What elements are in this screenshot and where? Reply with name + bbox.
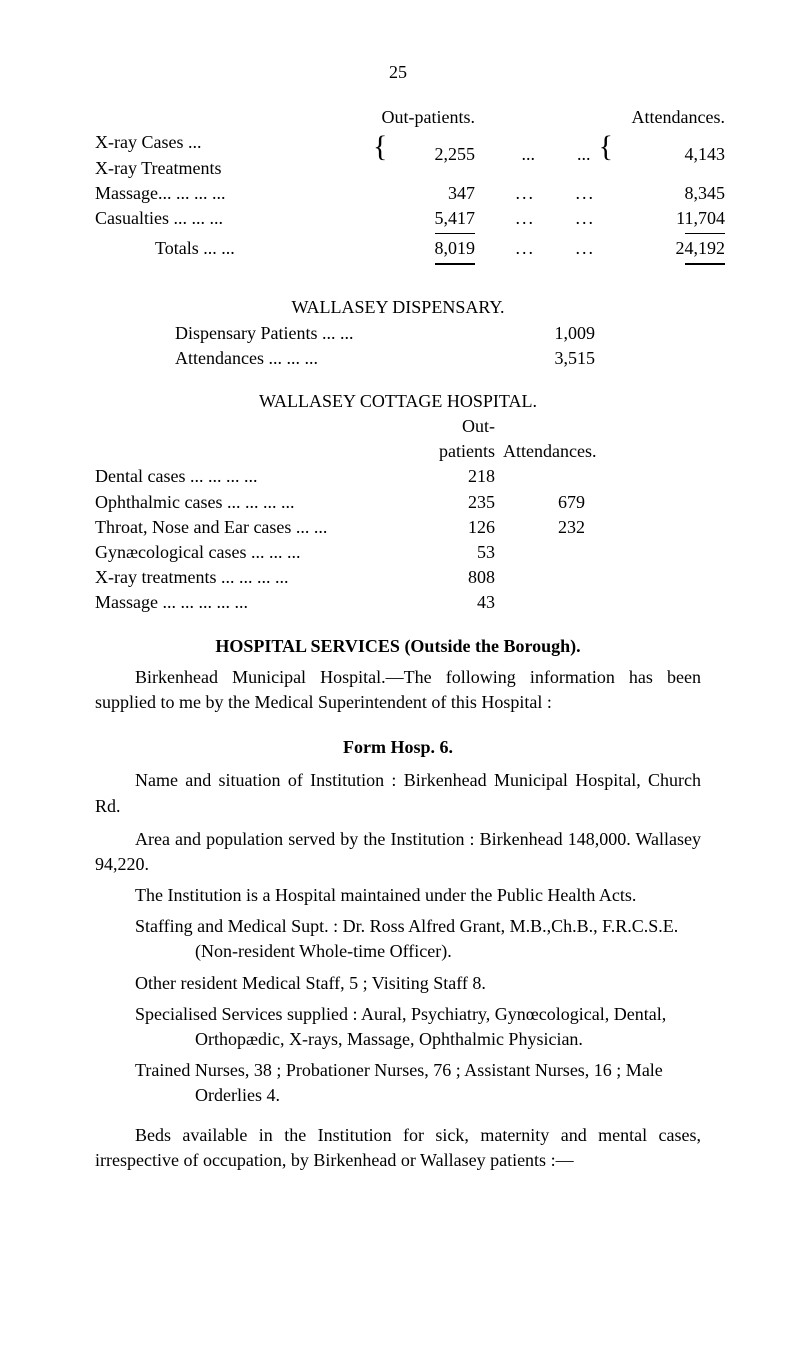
rule-icon xyxy=(435,233,475,234)
form-area-line: Area and population served by the Instit… xyxy=(95,827,701,877)
row-label: Dental cases ... ... ... ... xyxy=(95,464,405,489)
cottage-title: WALLASEY COTTAGE HOSPITAL. xyxy=(95,389,701,414)
dots-cell: ... { xyxy=(535,130,595,155)
row-label: Casualties ... ... ... xyxy=(95,206,355,231)
value-out: 53 xyxy=(405,540,495,565)
rule-icon xyxy=(685,264,725,265)
value-out: 126 xyxy=(405,515,495,540)
value-out: 43 xyxy=(405,590,495,615)
value-att xyxy=(495,464,585,489)
value-outpatients: 5,417 xyxy=(355,206,475,231)
value-out: 808 xyxy=(405,565,495,590)
row-label: X-ray Treatments xyxy=(95,156,355,181)
row-label: Dispensary Patients ... ... xyxy=(175,321,475,346)
col-header-patients: patients xyxy=(405,439,495,464)
top-row-xray-cases: X-ray Cases ... { 2,255 ... ... { 4,143 xyxy=(95,130,701,155)
page: 25 Out-patients. Attendances. X-ray Case… xyxy=(0,0,801,1241)
form-title: Form Hosp. 6. xyxy=(95,735,701,760)
dots-cell: ... xyxy=(535,181,595,206)
top-row-totals: Totals ... ... 8,019 ... ... 24,192 xyxy=(95,236,701,261)
col-header-attendances: Attendances. xyxy=(595,105,725,130)
form-name-line: Name and situation of Institution : Birk… xyxy=(95,768,701,818)
dots-cell: ... xyxy=(475,181,535,206)
row-label: Ophthalmic cases ... ... ... ... xyxy=(95,490,405,515)
row-label: X-ray Cases ... xyxy=(95,130,355,155)
spacer xyxy=(535,105,595,130)
form-other-line: Other resident Medical Staff, 5 ; Visiti… xyxy=(95,971,701,996)
value-outpatients: 8,019 xyxy=(355,236,475,261)
dispensary-row-attendances: Attendances ... ... ... 3,515 xyxy=(175,346,701,371)
cottage-row: Throat, Nose and Ear cases ... ... 126 2… xyxy=(95,515,701,540)
dots-cell: ... xyxy=(535,206,595,231)
cottage-row: Massage ... ... ... ... ... 43 xyxy=(95,590,701,615)
value-out: 235 xyxy=(405,490,495,515)
form-inst-line: The Institution is a Hospital maintained… xyxy=(95,883,701,908)
val: 4,143 xyxy=(685,144,726,164)
form-spec-line: Specialised Services supplied : Aural, P… xyxy=(95,1002,701,1052)
value-att xyxy=(495,540,585,565)
row-label: Totals ... ... xyxy=(95,236,355,261)
value-attendances: 24,192 xyxy=(595,236,725,261)
value: 3,515 xyxy=(475,346,595,371)
value-att: 232 xyxy=(495,515,585,540)
value-att xyxy=(495,565,585,590)
dots-cell: ... xyxy=(535,236,595,261)
dispensary-title: WALLASEY DISPENSARY. xyxy=(95,295,701,320)
page-number: 25 xyxy=(95,60,701,85)
cottage-row: Ophthalmic cases ... ... ... ... 235 679 xyxy=(95,490,701,515)
top-row-massage: Massage... ... ... ... 347 ... ... 8,345 xyxy=(95,181,701,206)
hospital-services-title: HOSPITAL SERVICES (Outside the Borough). xyxy=(95,634,701,659)
hospital-services-para: Birkenhead Municipal Hospital.—The follo… xyxy=(95,665,701,715)
rule-icon xyxy=(435,264,475,265)
col-header-out: Out- xyxy=(405,414,495,439)
row-label: X-ray treatments ... ... ... ... xyxy=(95,565,405,590)
value-attendances: 11,704 xyxy=(595,206,725,231)
col-header-attendances: Attendances. xyxy=(495,439,585,464)
value-out: 218 xyxy=(405,464,495,489)
cottage-row: X-ray treatments ... ... ... ... 808 xyxy=(95,565,701,590)
cottage-row: Gynæcological cases ... ... ... 53 xyxy=(95,540,701,565)
row-label: Massage ... ... ... ... ... xyxy=(95,590,405,615)
row-label: Throat, Nose and Ear cases ... ... xyxy=(95,515,405,540)
row-label: Massage... ... ... ... xyxy=(95,181,355,206)
value-att xyxy=(495,590,585,615)
cottage-header-row1: Out- xyxy=(95,414,701,439)
value-att: 679 xyxy=(495,490,585,515)
brace-value: { 2,255 xyxy=(355,130,475,155)
row-label: Attendances ... ... ... xyxy=(175,346,475,371)
dots-cell: ... xyxy=(475,236,535,261)
rule-icon xyxy=(685,233,725,234)
brace-open-icon: { xyxy=(373,126,387,168)
form-staff-line: Staffing and Medical Supt. : Dr. Ross Al… xyxy=(95,914,701,964)
dots-cell: ... xyxy=(475,206,535,231)
form-nurses-line: Trained Nurses, 38 ; Probationer Nurses,… xyxy=(95,1058,701,1108)
form-beds-line: Beds available in the Institution for si… xyxy=(95,1123,701,1173)
value-outpatients: 347 xyxy=(355,181,475,206)
dispensary-row-patients: Dispensary Patients ... ... 1,009 xyxy=(175,321,701,346)
rule-row-below xyxy=(95,261,701,267)
spacer xyxy=(95,105,355,130)
cottage-header-row2: patients Attendances. xyxy=(95,439,701,464)
value-attendances: 8,345 xyxy=(595,181,725,206)
value: 1,009 xyxy=(475,321,595,346)
row-label: Gynæcological cases ... ... ... xyxy=(95,540,405,565)
dots-cell: ... xyxy=(475,142,535,167)
cottage-row: Dental cases ... ... ... ... 218 xyxy=(95,464,701,489)
value-outpatients: 2,255 xyxy=(435,144,476,164)
value-attendances: 4,143 xyxy=(595,130,725,155)
top-row-casualties: Casualties ... ... ... 5,417 ... ... 11,… xyxy=(95,206,701,231)
spacer xyxy=(475,105,535,130)
